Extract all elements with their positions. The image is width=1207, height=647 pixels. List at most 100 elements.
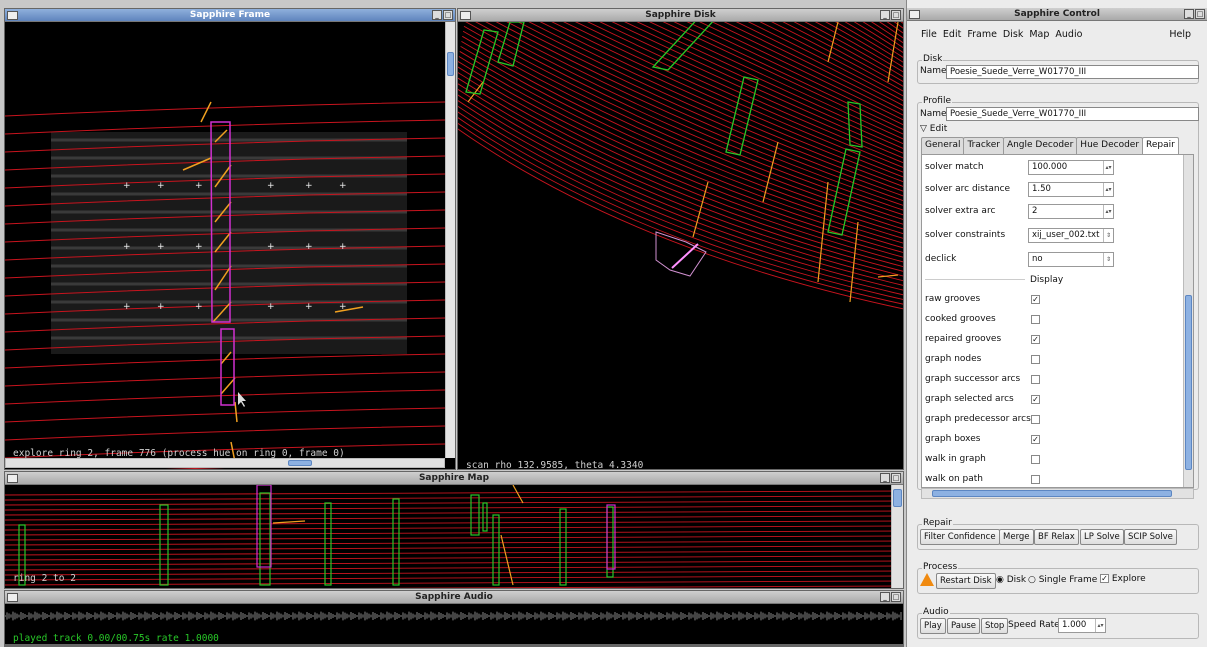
map-titlebar[interactable]: Sapphire Map _ □ <box>5 472 903 485</box>
disk-canvas[interactable]: scan rho 132.9585, theta 4.3340 <box>458 22 903 469</box>
profile-edit-toggle[interactable]: ▽ Edit <box>920 124 947 134</box>
solver-match-spinbox[interactable]: 100.000 ▴▾ <box>1028 160 1114 175</box>
minimize-icon[interactable]: _ <box>880 592 890 602</box>
restart-disk-button[interactable]: Restart Disk <box>936 573 996 589</box>
settings-vscrollbar[interactable] <box>1183 155 1193 487</box>
settings-hscroll-thumb[interactable] <box>932 490 1172 497</box>
display-option-label: graph predecessor arcs <box>925 414 1031 424</box>
spin-arrows-icon[interactable]: ▴▾ <box>1103 183 1113 196</box>
frame-title: Sapphire Frame <box>189 10 271 20</box>
graph-successor-arcs-checkbox[interactable] <box>1031 375 1040 384</box>
window-menu-icon[interactable] <box>460 11 471 20</box>
menu-frame[interactable]: Frame <box>967 29 997 40</box>
single-frame-radio[interactable]: ○ Single Frame <box>1028 575 1098 585</box>
svg-text:+: + <box>123 302 131 312</box>
walk-in-graph-checkbox[interactable] <box>1031 455 1040 464</box>
disk-titlebar[interactable]: Sapphire Disk _ □ <box>458 9 903 22</box>
graph-predecessor-arcs-checkbox[interactable] <box>1031 415 1040 424</box>
display-header: Display <box>1030 275 1064 285</box>
map-canvas[interactable]: ring 2 to 2 <box>5 485 903 588</box>
audio-canvas[interactable]: played track 0.00/00.75s rate 1.0000 <box>5 604 903 646</box>
window-menu-icon[interactable] <box>909 10 920 19</box>
map-vscrollbar[interactable] <box>891 485 903 588</box>
window-menu-icon[interactable] <box>7 11 18 20</box>
maximize-icon[interactable]: □ <box>1195 9 1205 19</box>
frame-hscrollbar[interactable] <box>5 458 445 468</box>
settings-hscrollbar[interactable] <box>921 488 1194 499</box>
minimize-icon[interactable]: _ <box>880 473 890 483</box>
tab-hue-decoder[interactable]: Hue Decoder <box>1076 137 1144 154</box>
control-titlebar[interactable]: Sapphire Control _ □ <box>907 8 1207 21</box>
solver-extra-arc-value: 2 <box>1032 206 1038 216</box>
minimize-icon[interactable]: _ <box>1184 9 1194 19</box>
graph-selected-arcs-checkbox[interactable]: ✓ <box>1031 395 1040 404</box>
walk-on-path-checkbox[interactable] <box>1031 475 1040 484</box>
bf-relax-button[interactable]: BF Relax <box>1034 529 1079 545</box>
raw-grooves-checkbox[interactable]: ✓ <box>1031 295 1040 304</box>
declick-select[interactable]: no ⇕ <box>1028 252 1114 267</box>
frame-hscroll-thumb[interactable] <box>288 460 312 466</box>
disk-name-field[interactable]: Poesie_Suede_Verre_W01770_III <box>946 65 1199 79</box>
tab-repair[interactable]: Repair <box>1142 137 1179 155</box>
triangle-down-icon: ▽ <box>920 124 927 134</box>
cooked-grooves-checkbox[interactable] <box>1031 315 1040 324</box>
menu-help[interactable]: Help <box>1169 29 1191 40</box>
stop-button[interactable]: Stop <box>981 618 1009 634</box>
audio-titlebar[interactable]: Sapphire Audio _ □ <box>5 591 903 604</box>
spin-arrows-icon[interactable]: ▴▾ <box>1103 161 1113 174</box>
pause-button[interactable]: Pause <box>947 618 980 634</box>
frame-canvas[interactable]: + + + + + + + + + + + + + + + + + + explore ring 2, fram <box>5 22 455 469</box>
window-menu-icon[interactable] <box>7 593 18 602</box>
speed-rate-spinbox[interactable]: 1.000 ▴▾ <box>1058 618 1106 633</box>
disk-window: Sapphire Disk _ □ <box>457 8 904 470</box>
spin-arrows-icon[interactable]: ▴▾ <box>1095 619 1105 632</box>
scip-solve-button[interactable]: SCIP Solve <box>1124 529 1177 545</box>
solver-extra-arc-spinbox[interactable]: 2 ▴▾ <box>1028 204 1114 219</box>
graph-nodes-checkbox[interactable] <box>1031 355 1040 364</box>
frame-vscroll-thumb[interactable] <box>447 52 454 76</box>
graph-boxes-checkbox[interactable]: ✓ <box>1031 435 1040 444</box>
solver-arc-distance-spinbox[interactable]: 1.50 ▴▾ <box>1028 182 1114 197</box>
settings-vscroll-thumb[interactable] <box>1185 295 1192 470</box>
map-vscroll-thumb[interactable] <box>893 489 902 507</box>
control-window: Sapphire Control _ □ File Edit Frame Disk… <box>906 0 1207 647</box>
frame-vscrollbar[interactable] <box>445 22 455 458</box>
maximize-icon[interactable]: □ <box>891 473 901 483</box>
lp-solve-button[interactable]: LP Solve <box>1080 529 1124 545</box>
warning-icon <box>920 573 934 586</box>
play-button[interactable]: Play <box>920 618 946 634</box>
spin-arrows-icon[interactable]: ▴▾ <box>1103 205 1113 218</box>
menu-edit[interactable]: Edit <box>942 29 962 40</box>
minimize-icon[interactable]: _ <box>880 10 890 20</box>
disk-status: scan rho 132.9585, theta 4.3340 <box>466 460 644 470</box>
merge-button[interactable]: Merge <box>999 529 1034 545</box>
profile-name-field[interactable]: Poesie_Suede_Verre_W01770_III <box>946 107 1199 121</box>
solver-constraints-select[interactable]: xij_user_002.txt ⇕ <box>1028 228 1114 243</box>
menu-disk[interactable]: Disk <box>1002 29 1024 40</box>
tab-tracker[interactable]: Tracker <box>963 137 1004 154</box>
explore-checkbox[interactable]: ✓ Explore <box>1100 574 1146 584</box>
menu-map[interactable]: Map <box>1029 29 1050 40</box>
window-menu-icon[interactable] <box>7 474 18 483</box>
menubar: File Edit Frame Disk Map Audio Help <box>907 26 1207 44</box>
dropdown-arrows-icon[interactable]: ⇕ <box>1103 253 1113 266</box>
menu-file[interactable]: File <box>921 29 937 40</box>
tab-general[interactable]: General <box>921 137 965 154</box>
display-option-label: walk in graph <box>925 454 986 464</box>
maximize-icon[interactable]: □ <box>891 10 901 20</box>
menu-audio[interactable]: Audio <box>1055 29 1083 40</box>
repaired-grooves-checkbox[interactable]: ✓ <box>1031 335 1040 344</box>
maximize-icon[interactable]: □ <box>891 592 901 602</box>
tab-angle-decoder[interactable]: Angle Decoder <box>1002 137 1078 154</box>
profile-name-label: Name <box>920 109 947 119</box>
disk-radio[interactable]: ◉ Disk <box>996 575 1027 585</box>
frame-titlebar[interactable]: Sapphire Frame _ □ <box>5 9 455 22</box>
map-window: Sapphire Map _ □ ring 2 to 2 <box>4 471 904 589</box>
solver-match-value: 100.000 <box>1032 162 1068 172</box>
maximize-icon[interactable]: □ <box>443 10 453 20</box>
minimize-icon[interactable]: _ <box>432 10 442 20</box>
filter-confidence-button[interactable]: Filter Confidence <box>920 529 1000 545</box>
display-option-label: repaired grooves <box>925 334 1002 344</box>
dropdown-arrows-icon[interactable]: ⇕ <box>1103 229 1113 242</box>
profile-group-label: Profile <box>922 96 952 106</box>
